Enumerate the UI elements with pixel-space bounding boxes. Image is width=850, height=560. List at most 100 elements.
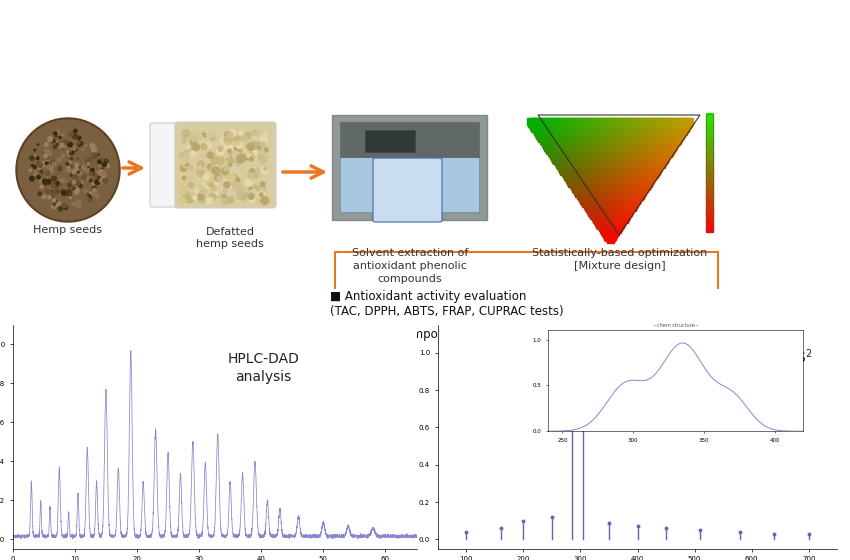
Circle shape [255,130,261,136]
Bar [643,156,649,162]
Bar [586,123,592,130]
Bar [661,138,668,146]
Bar [631,142,638,149]
Text: Hemp seeds: Hemp seeds [33,225,103,235]
Bar [583,192,591,199]
Bar [540,120,547,127]
Bar [570,151,576,157]
Bar [615,193,621,200]
Bar [620,180,626,186]
Bar [564,142,571,149]
Bar [706,165,713,167]
Bar [615,180,621,186]
Bar [604,128,610,135]
Bar [553,130,560,137]
Bar [640,122,647,128]
Bar [659,125,666,132]
Bar [661,122,668,128]
Bar [596,214,603,221]
Circle shape [186,197,193,202]
Bar [579,120,586,127]
Circle shape [89,192,93,195]
Bar [631,172,638,180]
Bar [609,151,616,157]
Bar [605,132,613,138]
Bar [618,202,626,209]
Bar [575,188,581,195]
Bar [595,174,602,181]
Bar [633,162,640,170]
Bar [559,135,566,142]
Bar [632,167,639,175]
Bar [645,152,652,159]
Bar [638,122,645,128]
Bar [552,122,559,128]
Bar [592,128,598,135]
Bar [608,138,615,146]
Bar [600,147,607,154]
Circle shape [76,157,79,160]
Bar [636,186,643,193]
Bar [575,130,581,137]
Bar [585,186,592,193]
Bar [547,140,553,147]
Bar [604,217,610,225]
Bar [598,209,604,216]
Bar [611,154,618,161]
Bar [630,167,637,175]
Bar [602,229,609,236]
Bar [601,159,608,166]
Bar [620,190,626,197]
Bar [656,152,663,159]
Bar [563,127,570,133]
Bar [618,164,626,171]
Circle shape [232,151,239,158]
Bar [576,181,584,188]
Bar [631,193,638,200]
Bar [582,122,589,128]
Bar [607,178,614,185]
Circle shape [263,188,266,191]
Bar [620,128,626,135]
Bar [662,154,669,161]
Bar [589,176,597,183]
Bar [559,132,566,138]
Bar [576,164,584,171]
Bar [629,156,636,162]
Bar [626,166,633,173]
Bar [662,133,669,141]
Circle shape [198,133,202,138]
Bar [560,167,567,175]
Bar [575,137,581,144]
Bar [614,164,620,171]
Bar [675,128,682,135]
Bar [624,193,631,200]
Circle shape [38,165,42,169]
Bar [649,159,656,166]
Circle shape [87,193,89,195]
Circle shape [52,176,56,181]
Bar [605,207,613,214]
Bar [616,167,623,175]
Circle shape [44,149,48,154]
Bar [634,192,642,199]
Bar [649,138,656,146]
Bar [588,137,595,144]
Bar [600,219,607,226]
Bar [601,145,608,152]
Bar [549,143,556,151]
Bar [620,200,626,207]
Bar [611,171,618,178]
Bar [662,127,669,133]
Bar [596,183,603,190]
Bar [596,190,603,197]
Bar [580,162,587,170]
Bar [598,166,605,173]
Bar [640,162,647,170]
Bar [623,178,630,185]
Bar [636,118,643,125]
Bar [563,143,570,151]
Bar [583,130,591,137]
Bar [602,174,609,181]
Bar [637,140,643,147]
